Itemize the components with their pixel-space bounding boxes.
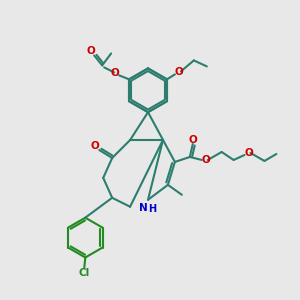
Text: H: H xyxy=(148,204,156,214)
Text: O: O xyxy=(188,135,197,145)
Text: O: O xyxy=(87,46,96,56)
Text: O: O xyxy=(111,68,119,78)
Text: Cl: Cl xyxy=(79,268,90,278)
Text: O: O xyxy=(201,155,210,165)
Text: N: N xyxy=(139,203,147,213)
Text: O: O xyxy=(244,148,253,158)
Text: O: O xyxy=(91,141,100,151)
Text: O: O xyxy=(175,68,183,77)
